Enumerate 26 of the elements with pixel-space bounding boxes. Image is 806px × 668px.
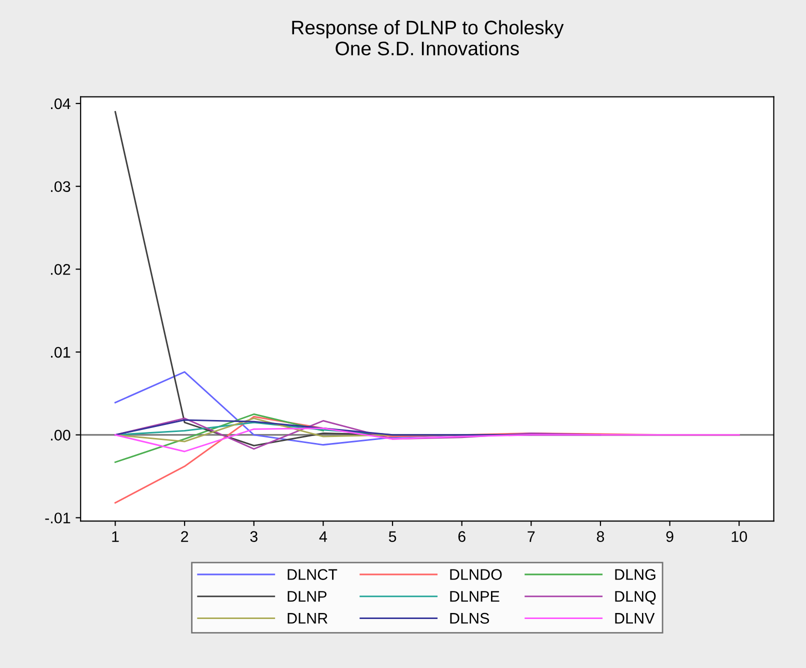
x-tick-label: 8 <box>596 531 604 542</box>
x-tick-label: 6 <box>458 531 466 542</box>
y-tick-label: .01 <box>51 346 70 358</box>
legend-label: DLNCT <box>288 569 338 580</box>
legend-label: DLNG <box>615 569 656 580</box>
x-tick-label: 10 <box>732 531 747 542</box>
x-tick-label: 7 <box>528 531 535 542</box>
legend-label: DLNS <box>450 612 490 624</box>
x-tick-label: 9 <box>666 531 674 542</box>
y-tick-label: .04 <box>51 98 70 110</box>
x-tick-label: 1 <box>112 531 119 542</box>
x-tick-label: 2 <box>181 531 188 542</box>
y-tick-label: -.01 <box>45 512 70 524</box>
x-tick-label: 4 <box>319 531 328 542</box>
y-tick-label: .00 <box>51 430 70 441</box>
chart-title: Response of DLNP to Cholesky One S.D. Innovations <box>292 20 564 56</box>
x-tick-label: 3 <box>250 531 258 542</box>
legend-label: DLNQ <box>615 591 656 605</box>
legend-label: DLNR <box>288 613 328 624</box>
y-tick-label: .02 <box>51 264 70 275</box>
y-tick-label: .03 <box>51 181 70 192</box>
legend-label: DLNV <box>615 613 655 624</box>
x-tick-label: 5 <box>388 531 396 542</box>
legend-label: DLNPE <box>450 591 500 602</box>
legend-label: DLNDO <box>450 569 502 580</box>
legend-label: DLNP <box>288 591 326 602</box>
